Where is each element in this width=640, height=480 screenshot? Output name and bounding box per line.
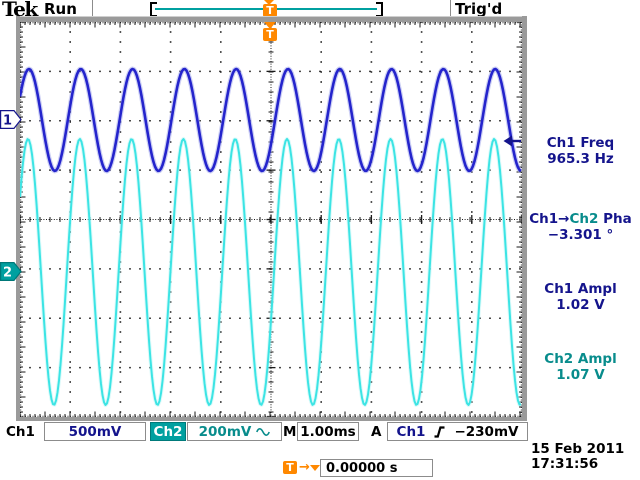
- trigger-position-marker-icon: T: [263, 4, 277, 17]
- ch2-scale-value: 200mV: [198, 423, 252, 440]
- measurement-value: 965.3 Hz: [547, 151, 614, 167]
- trigger-status: Trig'd: [455, 0, 503, 18]
- topbar-divider: [450, 0, 451, 16]
- measurement-ch2-ampl: Ch2 Ampl 1.07 V: [521, 351, 640, 383]
- delay-trigger-marker-icon: T: [283, 461, 297, 474]
- trigger-level-value: −230mV: [454, 423, 519, 440]
- record-view-right-bracket: [376, 2, 383, 17]
- acquisition-status: Run: [44, 0, 77, 18]
- timebase-readout: 1.00ms: [297, 422, 359, 441]
- svg-text:1: 1: [3, 114, 12, 129]
- timebase-label: M: [283, 424, 297, 440]
- ch1-ground-marker: 1: [0, 110, 22, 129]
- trigger-point-arrow-icon: [264, 22, 276, 29]
- measurement-value: 1.02 V: [556, 297, 605, 313]
- svg-text:2: 2: [3, 266, 12, 281]
- tek-logo: Tek: [2, 0, 38, 21]
- rising-edge-slope-icon: [434, 425, 445, 438]
- measurement-title: Ch1→Ch2 Pha: [521, 211, 640, 227]
- measurement-title: Ch1 Ampl: [544, 281, 617, 297]
- trigger-point-marker-icon: T: [263, 28, 277, 41]
- phase-src: Ch1: [529, 211, 559, 227]
- time: 17:31:56: [531, 456, 599, 472]
- measurement-phase: Ch1→Ch2 Pha −3.301 °: [521, 211, 640, 243]
- delay-down-arrow-icon: [310, 465, 320, 471]
- ch2-scale-readout: 200mV: [187, 422, 282, 441]
- ch2-ground-marker: 2: [0, 262, 22, 281]
- delay-value: 0.00000 s: [326, 460, 398, 476]
- measurement-title: Ch1 Freq: [546, 135, 615, 151]
- phase-suffix: Pha: [598, 211, 632, 227]
- trigger-source: Ch1: [396, 423, 426, 440]
- measurement-ch1-freq: Ch1 Freq 965.3 Hz: [521, 135, 640, 167]
- ch2-label-badge: Ch2: [150, 422, 186, 441]
- measurement-title: Ch2 Ampl: [544, 351, 617, 367]
- trigger-group-label: A: [371, 424, 382, 440]
- topbar-divider: [92, 0, 93, 16]
- trigger-readout: Ch1 −230mV: [387, 422, 528, 441]
- measurement-value: −3.301 °: [547, 227, 614, 243]
- crt-frame-bottom: [16, 417, 527, 421]
- ch1-label: Ch1: [6, 424, 35, 440]
- crt-frame-left: [16, 16, 20, 421]
- trigger-level-arrow-icon: [503, 135, 521, 147]
- trigger-position-arrow-icon: [264, 0, 274, 5]
- phase-dst: Ch2: [569, 211, 599, 227]
- datetime: 15 Feb 2011 17:31:56: [531, 442, 624, 472]
- crt-frame-right: [522, 16, 527, 421]
- date: 15 Feb 2011: [531, 441, 625, 457]
- ch1-scale-value: 500mV: [68, 423, 122, 440]
- ac-coupling-sine-icon: [256, 427, 271, 436]
- phase-arrow-icon: →: [558, 211, 570, 227]
- ch1-scale-readout: 500mV: [44, 422, 146, 441]
- delay-value-readout: 0.00000 s: [320, 459, 433, 477]
- measurement-value: 1.07 V: [556, 367, 605, 383]
- graticule-waveform-display: [20, 22, 522, 417]
- delay-arrow-icon: →: [299, 460, 310, 475]
- timebase-value: 1.00ms: [300, 423, 356, 440]
- crt-frame-top: [16, 16, 527, 23]
- measurement-ch1-ampl: Ch1 Ampl 1.02 V: [521, 281, 640, 313]
